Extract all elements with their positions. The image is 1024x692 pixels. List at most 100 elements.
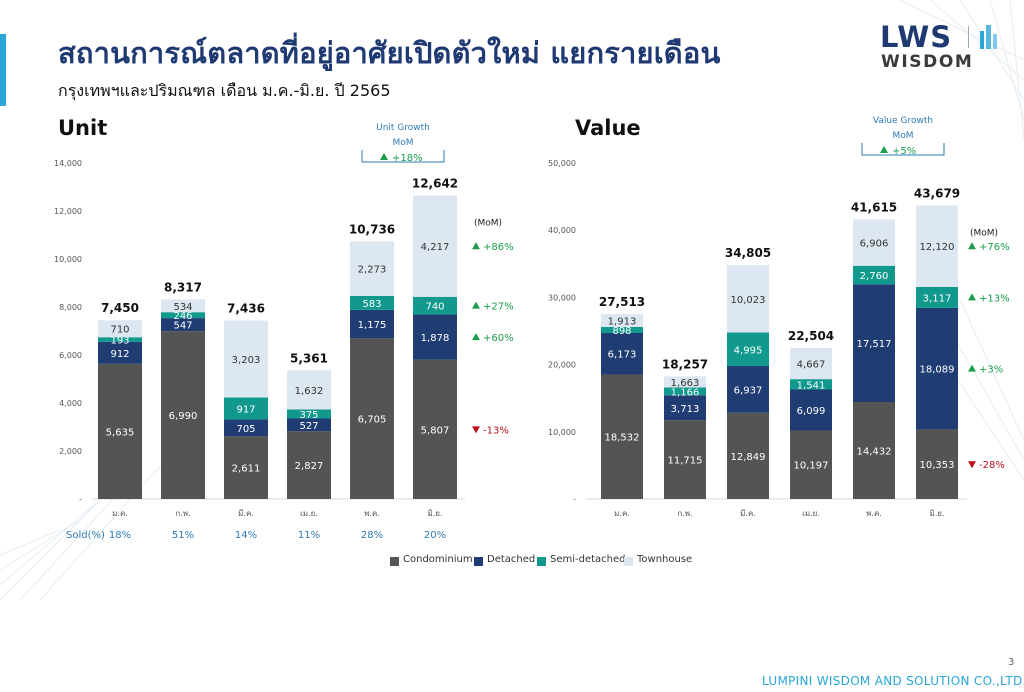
value-bar-semi_detached-4: [853, 265, 895, 285]
value-bar-semi_detached-5: [916, 286, 958, 308]
unit-label-semi_detached-1: 246: [173, 311, 192, 322]
value-label-semi_detached-5: 3,117: [923, 293, 952, 304]
value-total-5: 43,679: [914, 186, 960, 200]
value-bar-townhouse-2: [727, 265, 769, 333]
company-logo: LWS WISDOM: [878, 20, 1008, 72]
unit-mom-arrow-icon-0: [472, 242, 480, 250]
value-label-semi_detached-0: 898: [612, 326, 631, 337]
page-number: 3: [1008, 657, 1015, 668]
unit-bar-condominium-1: [161, 331, 205, 499]
unit-category-3: เม.ย.: [300, 509, 318, 518]
value-label-detached-2: 6,937: [734, 385, 763, 396]
value-bar-detached-5: [916, 307, 958, 430]
value-total-3: 22,504: [788, 329, 834, 343]
unit-label-townhouse-4: 2,273: [358, 265, 387, 276]
value-category-3: เม.ย.: [802, 509, 820, 518]
unit-total-4: 10,736: [349, 222, 395, 236]
value-chart-title: Value: [575, 116, 641, 140]
legend-label-detached: Detached: [487, 554, 536, 565]
value-bar-condominium-3: [790, 430, 832, 499]
unit-label-townhouse-5: 4,217: [421, 242, 450, 253]
value-label-semi_detached-3: 1,541: [797, 380, 826, 391]
unit-label-semi_detached-4: 583: [362, 299, 381, 310]
unit-sold-0: 18%: [109, 530, 131, 541]
unit-chart-title: Unit: [58, 116, 108, 140]
value-mom-value-3: -28%: [979, 460, 1005, 471]
unit-label-townhouse-2: 3,203: [232, 355, 261, 366]
value-bar-condominium-1: [664, 420, 706, 499]
unit-total-3: 5,361: [290, 351, 328, 365]
unit-mom-value-3: -13%: [483, 425, 509, 436]
unit-label-townhouse-0: 710: [110, 325, 129, 336]
unit-bar-condominium-0: [98, 363, 142, 499]
unit-mom-arrow-icon-3: [472, 426, 480, 434]
value-bar-detached-2: [727, 366, 769, 413]
value-bar-townhouse-4: [853, 219, 895, 266]
unit-label-detached-4: 1,175: [358, 320, 387, 331]
value-label-townhouse-0: 1,913: [608, 317, 637, 328]
unit-label-detached-5: 1,878: [421, 333, 450, 344]
unit-bar-semi_detached-3: [287, 409, 331, 419]
unit-total-2: 7,436: [227, 302, 265, 316]
unit-growth-box: [361, 150, 445, 163]
unit-ytick-3: 6,000: [59, 351, 82, 360]
building-icon: [980, 25, 997, 49]
unit-bar-townhouse-2: [224, 320, 268, 398]
unit-label-semi_detached-5: 740: [425, 302, 444, 313]
value-label-semi_detached-1: 1,166: [671, 387, 700, 398]
unit-bar-condominium-2: [224, 436, 268, 499]
unit-bar-condominium-3: [287, 431, 331, 499]
unit-label-condominium-2: 2,611: [232, 464, 261, 475]
value-bar-townhouse-3: [790, 347, 832, 380]
accent-bar: [0, 34, 6, 106]
value-category-0: ม.ค.: [614, 509, 630, 518]
unit-label-condominium-1: 6,990: [169, 411, 198, 422]
value-bar-semi_detached-3: [790, 379, 832, 390]
value-growth-box: [861, 143, 945, 156]
unit-category-1: ก.พ.: [175, 509, 190, 518]
value-growth-arrow-icon: [880, 146, 888, 153]
unit-bar-condominium-4: [350, 338, 394, 499]
unit-category-5: มิ.ย.: [427, 509, 442, 518]
unit-sold-2: 14%: [235, 530, 257, 541]
value-category-2: มี.ค.: [740, 509, 756, 518]
unit-total-5: 12,642: [412, 177, 458, 191]
unit-mom-value-2: +60%: [483, 333, 514, 344]
value-label-condominium-1: 11,715: [668, 456, 703, 467]
value-mom-arrow-icon-0: [968, 242, 976, 250]
unit-bar-semi_detached-1: [161, 312, 205, 319]
value-growth-line2: MoM: [892, 131, 913, 141]
unit-bar-townhouse-5: [413, 195, 457, 297]
unit-bar-townhouse-3: [287, 370, 331, 410]
value-ytick-0: -: [573, 495, 576, 504]
value-growth-line1: Value Growth: [873, 116, 933, 126]
unit-bar-detached-1: [161, 318, 205, 332]
unit-ytick-4: 8,000: [59, 303, 82, 312]
legend-label-condominium: Condominium: [403, 554, 473, 565]
unit-mom-value-0: +86%: [483, 242, 514, 253]
unit-bar-detached-0: [98, 341, 142, 364]
unit-bar-detached-5: [413, 314, 457, 360]
value-bar-semi_detached-0: [601, 326, 643, 333]
page-title: สถานการณ์ตลาดที่อยู่อาศัยเปิดตัวใหม่ แยก…: [58, 36, 721, 70]
value-bar-detached-1: [664, 395, 706, 421]
value-mom-arrow-icon-2: [968, 364, 976, 372]
value-label-townhouse-5: 12,120: [920, 242, 955, 253]
unit-bar-condominium-5: [413, 359, 457, 499]
value-category-4: พ.ค.: [866, 509, 882, 518]
value-category-5: มิ.ย.: [929, 509, 944, 518]
logo-line-1: LWS: [880, 20, 953, 54]
unit-bar-townhouse-1: [161, 299, 205, 313]
value-ytick-1: 10,000: [548, 428, 576, 437]
unit-label-detached-3: 527: [299, 421, 318, 432]
legend-swatch-condominium: [390, 557, 399, 566]
unit-mom-header: (MoM): [474, 219, 502, 229]
value-bar-detached-3: [790, 389, 832, 431]
logo-line-2: WISDOM: [881, 52, 974, 72]
value-bar-condominium-5: [916, 429, 958, 499]
value-label-townhouse-4: 6,906: [860, 239, 889, 250]
value-label-semi_detached-2: 4,995: [734, 345, 763, 356]
value-total-4: 41,615: [851, 200, 897, 214]
value-label-townhouse-1: 1,663: [671, 378, 700, 389]
